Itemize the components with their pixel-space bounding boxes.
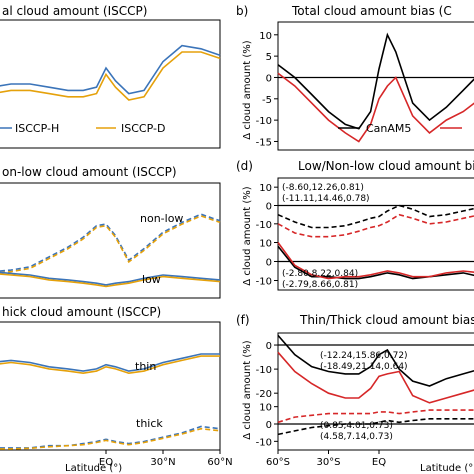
legend-label-isccp-h: ISCCP-H <box>15 122 59 135</box>
panel-f-xtick-label: 30°S <box>316 457 340 468</box>
annotation-non-low: non-low <box>140 212 183 225</box>
panel-b-ytick-label: 0 <box>266 73 272 84</box>
panel-c-title: on-low cloud amount (ISCCP) <box>2 165 177 179</box>
panel-c-line-non-low-d <box>0 215 221 274</box>
panel-f-upper-black <box>277 334 474 387</box>
panel-c-line-low-h <box>0 271 221 286</box>
panel-c-frame <box>0 182 221 299</box>
panel-e-xtick-label: 30°N <box>150 457 175 468</box>
panel-e-line-thin-h <box>0 353 220 372</box>
panel-d-lower-ytick-label: -10 <box>256 277 272 288</box>
panel-e: hick cloud amount (ISCCP) thin thick EQ 30°N… <box>0 305 233 474</box>
panel-b-ytick-label: -10 <box>256 116 272 127</box>
panel-e-xtick-label: 60°N <box>207 457 232 468</box>
panel-b: b) Total cloud amount bias (C -15 -10 -5 0 5 10… <box>236 4 474 151</box>
panel-d-lower-ytick-label: 0 <box>266 258 272 269</box>
panel-f-lower-ytick-label: -10 <box>256 437 272 448</box>
panel-f-xlabel: Latitude (° <box>420 463 473 474</box>
panel-d-upper-ytick-label: 0 <box>266 202 272 213</box>
panel-e-line-thick-h <box>0 425 221 449</box>
panel-e-xlabel: Latitude (°) <box>65 463 122 474</box>
panel-d: (d) Low/Non-low cloud amount bia -10 0 10 -10… <box>236 159 474 291</box>
panel-e-title: hick cloud amount (ISCCP) <box>2 305 161 319</box>
annotation-thin: thin <box>135 360 156 373</box>
legend-label-isccp-d: ISCCP-D <box>121 122 165 135</box>
right-column: b) Total cloud amount bias (C -15 -10 -5 0 5 10… <box>236 4 474 474</box>
panel-e-frame <box>0 321 221 451</box>
panel-d-annot-4: (-2.79,8.66,0.81) <box>282 280 358 290</box>
panel-f: (f) Thin/Thick cloud amount bias -20 -10 0 -1… <box>236 313 474 474</box>
panel-b-ytick-label: -5 <box>262 95 272 106</box>
panel-f-upper-ytick-label: -10 <box>256 365 272 376</box>
panel-f-annot-2: (-18.49,21.14,0.64) <box>320 362 408 372</box>
panel-d-lower-ytick-label: 10 <box>259 239 272 250</box>
panel-f-label: (f) <box>236 313 250 327</box>
panel-d-upper-black <box>277 204 474 229</box>
panel-c-line-non-low-h <box>0 213 221 272</box>
panel-f-xtick-label: EQ <box>372 457 386 468</box>
legend-label-canam5: CanAM5 <box>366 122 411 135</box>
panel-b-line-0 <box>277 32 474 130</box>
panel-d-annot-1: (-8.60,12.26,0.81) <box>282 183 364 193</box>
panel-e-xtick-label: EQ <box>99 457 113 468</box>
panel-a-title: al cloud amount (ISCCP) <box>2 4 147 18</box>
panel-f-annot-3: (0.85,4.01,0.73) <box>320 421 393 431</box>
annotation-low: low <box>142 273 161 286</box>
panel-b-ytick-label: 10 <box>259 31 272 42</box>
panel-d-label: (d) <box>236 159 253 173</box>
panel-d-title: Low/Non-low cloud amount bia <box>298 159 474 173</box>
panel-d-annot-3: (-2.80,8.22,0.84) <box>282 269 358 279</box>
panel-a-line-isccp-d <box>0 51 221 101</box>
left-column: al cloud amount (ISCCP) ISCCP-H ISCCP-D on-… <box>0 4 233 474</box>
panel-d-frame <box>277 177 474 291</box>
panel-d-annot-2: (-11.11,14.46,0.78) <box>282 194 370 204</box>
panel-f-annot-1: (-12.24,15.86,0.72) <box>320 351 408 361</box>
panel-f-upper-red <box>277 351 474 404</box>
panel-d-upper-ytick-label: -10 <box>256 220 272 231</box>
panel-a-line-isccp-h <box>0 44 221 95</box>
panel-b-ytick-label: -15 <box>256 137 272 148</box>
panel-f-lower-red <box>277 409 474 424</box>
panel-b-frame <box>277 21 474 151</box>
panel-f-upper-ytick-label: 0 <box>266 341 272 352</box>
panel-e-line-thick-d <box>0 427 221 450</box>
panel-f-upper-ytick-label: -20 <box>256 389 272 400</box>
panel-b-label: b) <box>236 4 248 18</box>
panel-b-ytick-label: 5 <box>266 52 272 63</box>
panel-b-ylabel: Δ cloud amount (%) <box>242 40 253 139</box>
panel-f-annot-4: (4.58,7.14,0.73) <box>320 432 393 442</box>
annotation-thick: thick <box>136 417 163 430</box>
panel-e-line-thin-d <box>0 355 220 375</box>
panel-d-lower-red <box>277 242 474 280</box>
panel-f-ylabel: Δ cloud amount (%) <box>242 340 253 439</box>
panel-f-lower-ytick-label: 10 <box>259 403 272 414</box>
panel-c: on-low cloud amount (ISCCP) non-low low <box>0 165 221 299</box>
panel-b-line-1 <box>277 72 474 143</box>
panel-b-title: Total cloud amount bias (C <box>291 4 452 18</box>
panel-f-lower-black <box>277 418 474 436</box>
panel-f-xtick-label: 60°S <box>266 457 290 468</box>
panel-f-title: Thin/Thick cloud amount bias <box>299 313 474 327</box>
panel-c-line-low-d <box>0 273 221 288</box>
panel-d-upper-ytick-label: 10 <box>259 183 272 194</box>
panel-d-ylabel: Δ cloud amount (%) <box>242 186 253 285</box>
panel-a-frame <box>0 19 221 149</box>
panel-f-lower-ytick-label: 0 <box>266 420 272 431</box>
panel-a: al cloud amount (ISCCP) ISCCP-H ISCCP-D <box>0 4 221 149</box>
panel-d-upper-red <box>277 213 474 238</box>
